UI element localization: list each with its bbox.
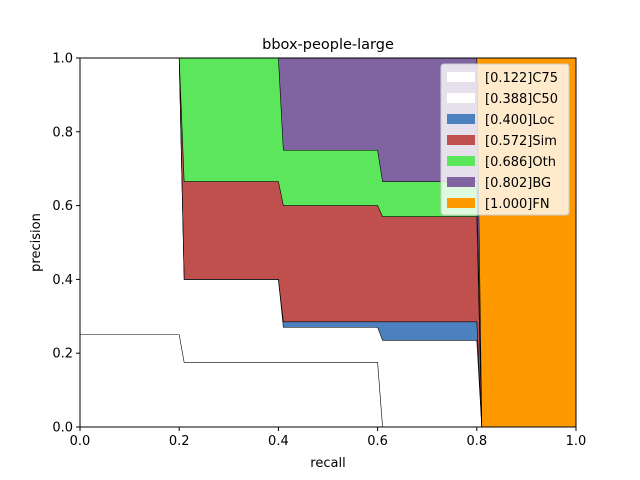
x-tick-label: 0.4 — [268, 434, 289, 449]
legend-label: [1.000]FN — [485, 197, 550, 212]
area-outline-1 — [80, 57, 576, 428]
y-tick-label: 0.2 — [52, 347, 73, 362]
legend-swatch — [447, 135, 475, 145]
y-axis-ticks: 0.0 0.2 0.4 0.6 0.8 1.0 — [52, 52, 80, 436]
legend: [0.122]C75 [0.388]C50 [0.400]Loc [0.572]Sim… — [440, 63, 570, 216]
plot-frame — [79, 57, 577, 428]
legend-label: [0.122]C75 — [485, 71, 558, 86]
x-tick-label: 1.0 — [566, 434, 587, 449]
y-tick-label: 0.4 — [52, 273, 73, 288]
y-tick-label: 0.6 — [52, 199, 73, 214]
legend-swatch — [447, 156, 475, 166]
y-tick-label: 0.8 — [52, 125, 73, 140]
x-tick-label: 0.8 — [466, 434, 487, 449]
legend-swatch — [447, 114, 475, 124]
area-outline-3 — [80, 57, 576, 428]
area-0 — [80, 334, 576, 427]
legend-label: [0.686]Oth — [485, 155, 556, 170]
legend-label: [0.802]BG — [485, 176, 551, 191]
chart-title: bbox-people-large — [262, 37, 394, 53]
legend-label: [0.388]C50 — [485, 92, 558, 107]
x-tick-label: 0.6 — [367, 434, 388, 449]
y-axis-label: precision — [29, 213, 44, 272]
y-tick-label: 0.0 — [52, 421, 73, 436]
legend-swatch — [447, 72, 475, 82]
y-tick-label: 1.0 — [52, 52, 73, 67]
legend-label: [0.572]Sim — [485, 134, 557, 149]
legend-swatch — [447, 198, 475, 208]
legend-swatch — [447, 93, 475, 103]
legend-label: [0.400]Loc — [485, 113, 554, 128]
x-axis-label: recall — [310, 456, 345, 471]
area-1 — [80, 58, 576, 427]
x-axis-ticks: 0.0 0.2 0.4 0.6 0.8 1.0 — [70, 427, 587, 449]
x-tick-label: 0.0 — [70, 434, 91, 449]
x-tick-label: 0.2 — [169, 434, 190, 449]
legend-swatch — [447, 177, 475, 187]
